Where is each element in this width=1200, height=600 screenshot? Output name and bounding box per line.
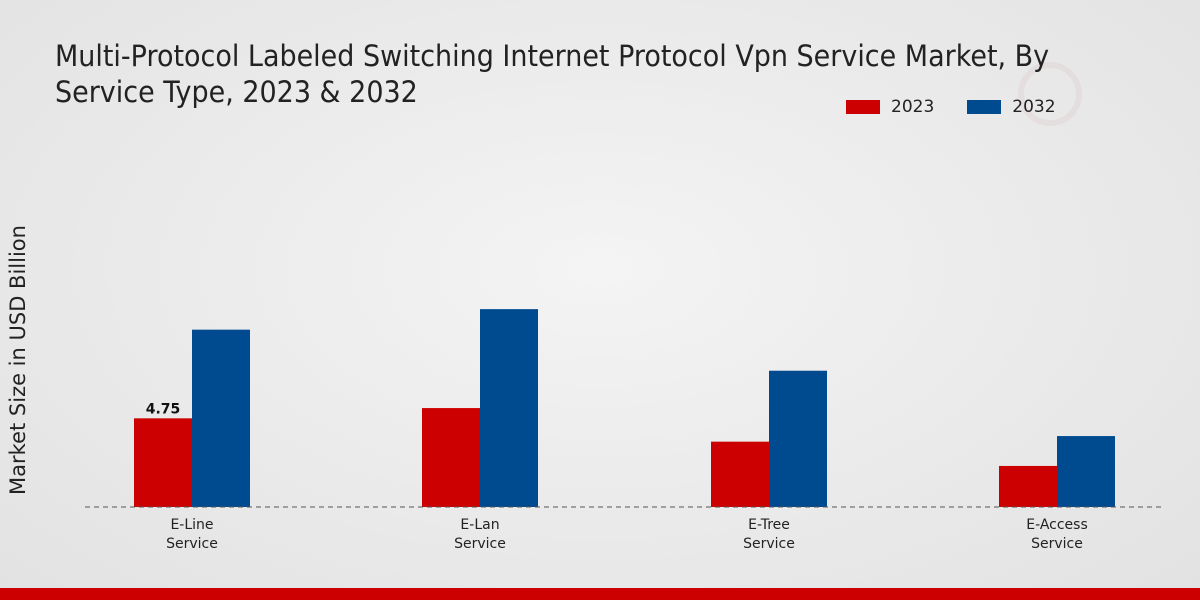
x-tick-label-2-1: Service: [743, 536, 795, 552]
chart-title: Multi-Protocol Labeled Switching Interne…: [55, 38, 1078, 110]
legend-swatch-2023: [846, 100, 880, 114]
data-label-0: 4.75: [146, 401, 181, 417]
bar-2023-1: [422, 408, 480, 507]
x-tick-label-1-0: E-Lan: [460, 517, 499, 533]
chart-title-line-1: Multi-Protocol Labeled Switching Interne…: [55, 39, 1050, 73]
x-tick-label-2-0: E-Tree: [748, 517, 790, 533]
legend-label-2023: 2023: [891, 97, 935, 117]
bar-2032-3: [1057, 436, 1115, 507]
bar-2032-1: [480, 309, 538, 507]
legend-item-2023: 2023: [846, 97, 934, 117]
bar-2023-3: [999, 465, 1057, 507]
legend-swatch-2032: [967, 100, 1002, 114]
legend-label-2032: 2032: [1012, 97, 1056, 117]
watermark-logo: [1018, 62, 1082, 126]
footer-bar: [0, 588, 1200, 600]
bar-2032-0: [192, 329, 250, 507]
bar-2032-2: [769, 370, 827, 507]
chart-title-line-2: Service Type, 2023 & 2032: [55, 75, 418, 109]
x-tick-label-0-1: Service: [166, 536, 218, 552]
legend: 2023 2032: [846, 95, 1089, 119]
bar-2023-0: [134, 418, 192, 507]
legend-item-2032: 2032: [967, 97, 1056, 117]
x-tick-label-3-1: Service: [1031, 536, 1083, 552]
x-tick-label-3-0: E-Access: [1026, 517, 1088, 533]
bar-2023-2: [711, 441, 769, 507]
x-tick-label-1-1: Service: [454, 536, 506, 552]
x-tick-label-0-0: E-Line: [170, 517, 213, 533]
